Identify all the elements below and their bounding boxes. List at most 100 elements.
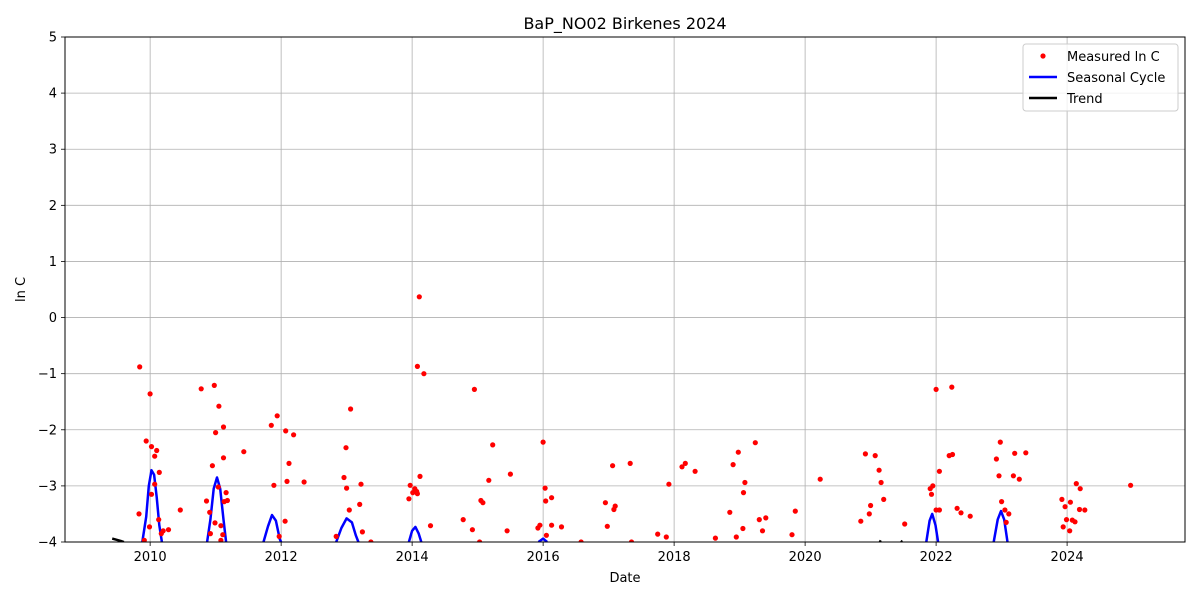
measured-point: [1076, 506, 1083, 513]
measured-point: [1006, 511, 1012, 517]
y-tick-label: −4: [38, 536, 57, 551]
ticks: 2010 2012 2014 2016 2018 2020 2022 2024−4−3−2−1…: [38, 31, 1084, 566]
y-tick-label: 2: [49, 199, 57, 214]
measured-point: [207, 509, 213, 515]
measured-point: [477, 539, 483, 542]
measured-point: [271, 482, 277, 488]
measured-point: [283, 428, 289, 434]
measured-point: [756, 517, 762, 523]
measured-point: [712, 535, 719, 541]
measured-point: [789, 532, 795, 538]
measured-point: [177, 507, 183, 513]
measured-point: [343, 445, 349, 451]
measured-point: [344, 485, 350, 491]
y-tick-label: 3: [49, 143, 57, 158]
y-tick-label: −3: [38, 479, 57, 494]
plot-area: [111, 294, 1134, 542]
measured-point: [223, 490, 229, 496]
measured-point: [152, 481, 158, 487]
measured-point: [740, 490, 747, 496]
measured-point: [902, 521, 908, 527]
measured-point: [604, 523, 610, 529]
measured-point: [752, 440, 758, 446]
measured-point: [1077, 486, 1083, 492]
seasonal-cycle-line: [335, 517, 360, 542]
measured-point: [1072, 519, 1078, 525]
measured-point: [1067, 528, 1073, 534]
measured-point: [414, 491, 420, 497]
measured-point: [578, 539, 584, 542]
y-axis-label: ln C: [14, 277, 29, 302]
measured-point: [999, 499, 1005, 505]
measured-point: [862, 451, 869, 457]
measured-point: [727, 509, 733, 515]
measured-point: [558, 524, 565, 530]
seasonal-cycle-line: [407, 525, 423, 542]
measured-point: [612, 503, 618, 509]
measured-point: [504, 528, 510, 534]
measured-point: [220, 424, 227, 430]
measured-point: [137, 364, 143, 370]
measured-point: [213, 430, 219, 436]
x-tick-label: 2018: [658, 550, 691, 565]
measured-point: [416, 294, 422, 300]
measured-point: [218, 537, 224, 542]
measured-point: [1012, 450, 1018, 456]
measured-point: [158, 531, 164, 537]
measured-point: [490, 442, 496, 448]
measured-point: [997, 439, 1003, 445]
legend-label-measured: Measured ln C: [1067, 50, 1160, 65]
measured-point: [333, 533, 339, 540]
measured-point: [742, 479, 748, 486]
x-tick-label: 2014: [396, 550, 429, 565]
measured-point: [274, 413, 280, 419]
measured-point: [1060, 524, 1066, 530]
legend-label-seasonal: Seasonal Cycle: [1067, 71, 1165, 86]
measured-point: [414, 363, 420, 369]
measured-point: [146, 524, 153, 530]
measured-point: [368, 539, 374, 542]
measured-point: [284, 478, 290, 484]
measured-point: [602, 500, 609, 506]
measured-point: [471, 386, 477, 392]
measured-point: [543, 498, 549, 504]
measured-point: [666, 481, 672, 487]
measured-point: [406, 496, 412, 502]
plot-frame: [64, 36, 1186, 543]
measured-point: [730, 462, 736, 468]
measured-point: [165, 527, 172, 533]
measured-point: [733, 534, 739, 540]
measured-point: [220, 455, 227, 461]
measured-point: [878, 479, 884, 486]
measured-point: [933, 386, 939, 392]
seasonal-cycle-line: [925, 512, 940, 542]
y-tick-label: 1: [49, 255, 57, 270]
measured-point: [460, 517, 466, 523]
measured-point: [1082, 507, 1088, 513]
measured-point: [1016, 476, 1022, 482]
measured-point: [872, 453, 878, 459]
measured-point: [954, 505, 960, 511]
measured-point: [1063, 517, 1070, 523]
measured-point: [486, 477, 492, 483]
measured-point: [663, 534, 669, 540]
measured-point: [207, 531, 213, 537]
measured-point: [876, 467, 882, 473]
measured-point: [549, 495, 555, 501]
y-tick-label: −2: [38, 423, 57, 438]
measured-point: [346, 507, 352, 513]
measured-point: [1062, 504, 1068, 510]
measured-point: [610, 463, 616, 469]
measured-point: [203, 498, 210, 504]
measured-point: [868, 502, 874, 509]
measured-point: [427, 523, 434, 529]
measured-point: [148, 491, 155, 497]
measured-point: [152, 453, 158, 459]
measured-point: [881, 496, 887, 502]
x-axis-label: Date: [609, 571, 640, 586]
measured-point: [359, 529, 365, 535]
y-tick-label: 0: [49, 311, 57, 326]
x-tick-label: 2022: [920, 550, 953, 565]
measured-point: [407, 482, 413, 488]
measured-point: [286, 460, 292, 466]
